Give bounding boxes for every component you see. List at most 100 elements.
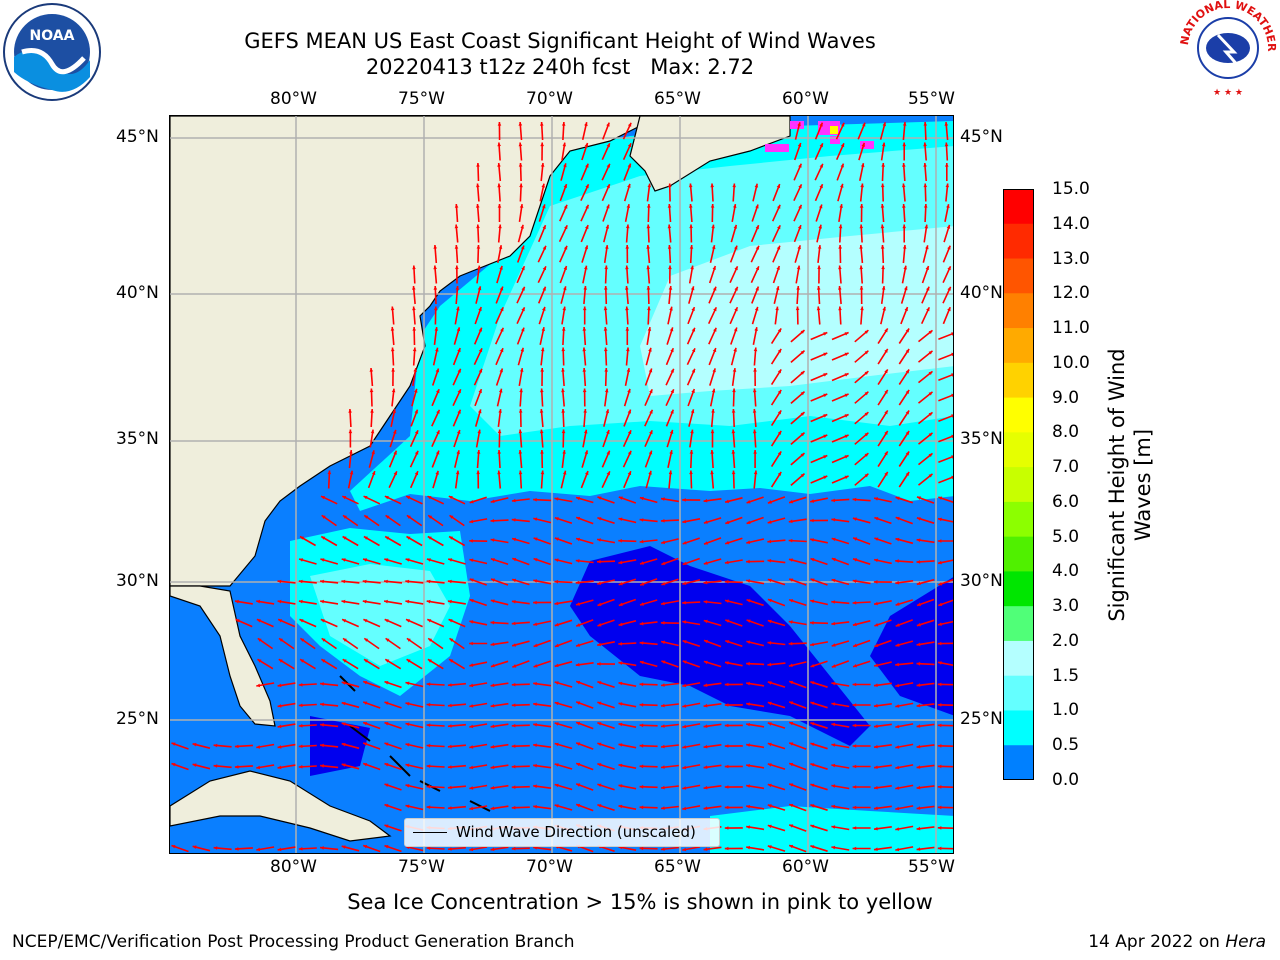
wave-direction-arrowhead (928, 473, 933, 478)
lon-label-bottom: 75°W (398, 857, 445, 877)
wave-direction-arrowhead (478, 409, 482, 414)
wave-direction-arrowhead (341, 681, 346, 685)
wave-direction-arrowhead (895, 602, 900, 606)
wave-direction-arrowhead (667, 224, 672, 229)
wave-direction-arrowhead (703, 600, 708, 604)
wave-direction-arrowhead (831, 518, 836, 522)
wave-direction-arrowhead (576, 602, 580, 606)
wave-direction-arrowhead (937, 539, 942, 543)
colorbar-segment (1003, 362, 1034, 399)
wave-direction-arrowhead (682, 724, 687, 729)
wave-direction-arrowhead (859, 286, 864, 290)
wave-direction-arrowhead (710, 450, 714, 454)
wave-direction-arrowhead (682, 498, 686, 502)
wave-direction-arrowhead (704, 639, 708, 644)
land-us-east (170, 116, 641, 587)
wave-direction-arrowhead (511, 600, 516, 604)
wave-direction-arrowhead (937, 723, 942, 728)
wave-direction-arrowhead (646, 224, 651, 229)
wave-direction-arrowhead (542, 286, 546, 291)
wave-direction-arrowhead (733, 224, 737, 229)
wave-direction-arrowhead (725, 619, 730, 623)
wave-direction-arrowhead (660, 519, 665, 523)
wave-direction-arrowhead (895, 724, 900, 729)
wave-direction-arrowhead (725, 599, 729, 603)
wave-direction-arrowhead (831, 845, 836, 850)
wave-direction-arrowhead (746, 661, 750, 666)
wave-direction-arrowhead (606, 163, 610, 168)
wave-direction-arrowhead (384, 845, 389, 849)
wave-direction-arrowhead (831, 763, 836, 768)
wave-direction-arrowhead (341, 599, 346, 604)
wave-direction-arrowhead (427, 536, 432, 540)
wave-direction-arrowhead (937, 764, 942, 769)
wave-direction-arrowhead (405, 702, 410, 706)
wave-direction-arrowhead (646, 265, 650, 270)
wave-direction-arrowhead (490, 538, 495, 542)
wave-direction-arrowhead (916, 724, 921, 728)
wave-direction-arrowhead (905, 472, 910, 476)
wave-direction-arrowhead (576, 643, 580, 647)
wave-direction-arrowhead (499, 286, 504, 291)
colorbar-segment (1003, 223, 1034, 260)
wave-direction-arrowhead (576, 516, 581, 521)
wave-direction-arrowhead (597, 642, 601, 647)
wave-direction-arrowhead (300, 638, 305, 642)
wave-direction-arrowhead (512, 664, 517, 668)
colorbar-svg (1003, 189, 1034, 781)
wave-direction-arrowhead (477, 265, 481, 270)
wave-direction-arrowhead (540, 388, 544, 393)
wave-direction-arrowhead (895, 786, 900, 790)
wave-direction-arrowhead (732, 368, 737, 372)
wave-direction-arrowhead (796, 286, 800, 290)
wave-direction-arrowhead (519, 183, 523, 188)
wave-direction-arrowhead (880, 224, 885, 229)
wave-direction-arrowhead (448, 496, 453, 500)
wave-direction-arrowhead (554, 517, 559, 521)
wave-direction-arrowhead (703, 580, 708, 585)
wave-direction-arrowhead (903, 265, 907, 270)
wave-direction-arrowhead (817, 265, 821, 270)
wave-direction-arrowhead (582, 388, 587, 393)
wave-direction-arrowhead (864, 350, 869, 355)
wave-direction-arrowhead (874, 623, 879, 627)
wave-direction-arrowhead (497, 204, 502, 208)
wave-direction-arrowhead (752, 388, 757, 393)
wave-direction-arrowhead (852, 764, 857, 769)
wave-direction-arrowhead (916, 744, 921, 749)
wave-direction-arrowhead (606, 471, 610, 476)
wave-direction-arrowhead (342, 496, 347, 500)
wave-direction-arrowhead (533, 558, 538, 562)
wave-direction-arrowhead (519, 388, 523, 393)
wave-direction-arrowhead (704, 541, 708, 545)
wave-direction-arrowhead (667, 245, 672, 249)
wave-direction-arrowhead (755, 245, 759, 250)
wave-direction-arrowhead (476, 245, 481, 249)
wave-direction-arrowhead (746, 784, 750, 788)
lat-label-left: 45°N (116, 127, 159, 147)
wave-direction-arrowhead (469, 806, 474, 811)
wave-direction-arrowhead (321, 515, 326, 519)
wave-direction-arrowhead (640, 582, 645, 586)
wave-direction-arrowhead (724, 703, 729, 707)
wave-direction-arrowhead (690, 265, 694, 270)
wave-direction-arrowhead (669, 429, 674, 434)
wave-direction-arrowhead (937, 846, 942, 851)
wave-direction-arrowhead (277, 683, 282, 688)
lon-label-top: 60°W (782, 89, 829, 109)
wave-direction-arrowhead (755, 225, 759, 230)
wave-direction-arrowhead (819, 143, 823, 148)
wave-direction-arrowhead (469, 558, 474, 563)
wave-direction-arrowhead (554, 804, 559, 808)
wave-direction-arrowhead (412, 347, 417, 352)
wave-direction-arrowhead (810, 664, 815, 668)
wave-direction-arrowhead (435, 450, 440, 455)
wave-direction-arrowhead (776, 245, 781, 250)
wave-direction-arrowhead (874, 517, 879, 521)
wave-direction-arrowhead (476, 470, 480, 475)
wave-direction-arrowhead (816, 286, 821, 290)
wave-direction-arrowhead (703, 703, 708, 708)
wave-direction-arrowhead (618, 582, 623, 586)
wave-direction-arrowhead (733, 347, 737, 352)
wave-direction-arrowhead (426, 846, 431, 850)
